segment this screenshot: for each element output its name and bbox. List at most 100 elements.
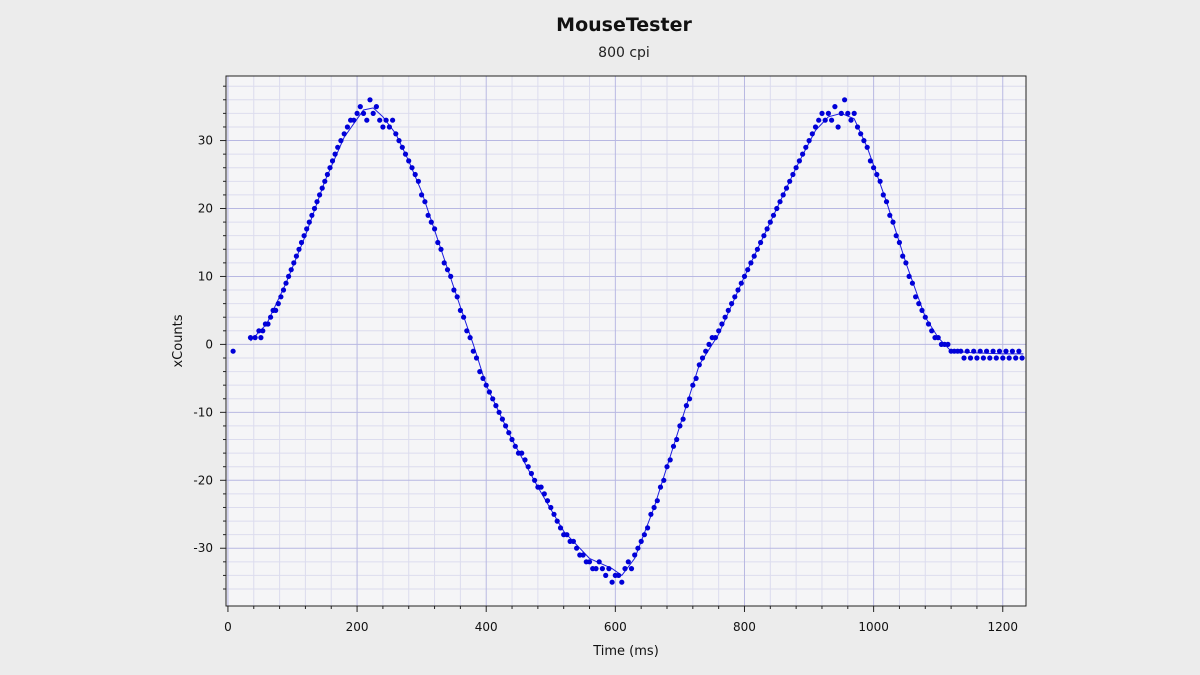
- data-point: [764, 226, 770, 232]
- data-point: [712, 335, 719, 341]
- data-point: [751, 253, 757, 259]
- data-point: [929, 328, 935, 334]
- data-point: [296, 246, 302, 252]
- data-point: [473, 355, 480, 361]
- data-point: [880, 192, 886, 198]
- data-point: [322, 178, 328, 184]
- data-point: [745, 267, 751, 273]
- data-point: [741, 273, 748, 279]
- data-point: [864, 144, 870, 150]
- data-point: [564, 532, 570, 538]
- data-point: [438, 246, 444, 252]
- data-point: [1006, 355, 1012, 361]
- plot-border: [225, 75, 1027, 607]
- data-point: [980, 355, 987, 361]
- data-point: [667, 457, 673, 463]
- data-point: [351, 117, 357, 123]
- data-point: [311, 205, 318, 212]
- data-point: [716, 328, 722, 334]
- data-point: [793, 165, 799, 171]
- data-point: [444, 267, 451, 273]
- data-point: [317, 192, 323, 198]
- data-point: [338, 138, 344, 144]
- data-point: [586, 559, 593, 565]
- data-point: [522, 457, 528, 463]
- data-point: [964, 348, 970, 354]
- data-point: [887, 212, 893, 218]
- data-point: [971, 348, 977, 354]
- data-point: [845, 110, 851, 116]
- data-point: [265, 321, 271, 327]
- data-point: [428, 219, 434, 225]
- tick-labels: 0 200 400 600 800 1000 1200 -30 -20 -10 0 10 20 30: [193, 134, 1018, 634]
- y-tick-label: 30: [198, 134, 213, 148]
- data-point: [719, 321, 725, 327]
- data-point: [457, 307, 463, 313]
- data-point: [754, 246, 761, 252]
- data-point: [657, 484, 664, 490]
- data-point: [883, 199, 890, 205]
- data-point: [283, 280, 289, 286]
- x-axis-label: Time (ms): [592, 644, 659, 659]
- data-point: [278, 294, 284, 300]
- data-point: [596, 559, 602, 565]
- data-point: [247, 335, 254, 341]
- data-point: [984, 348, 990, 354]
- data-point: [729, 301, 735, 307]
- data-point: [925, 321, 932, 327]
- data-point: [230, 348, 236, 354]
- data-point: [377, 117, 383, 123]
- data-point: [580, 552, 586, 558]
- data-point: [357, 104, 363, 110]
- chart-title: MouseTester: [556, 14, 692, 36]
- data-point: [454, 294, 460, 300]
- data-point: [383, 117, 389, 123]
- data-point: [625, 559, 631, 565]
- data-point: [275, 301, 281, 307]
- data-point: [506, 430, 512, 436]
- data-point: [780, 192, 786, 198]
- data-point: [461, 314, 467, 320]
- data-point: [664, 464, 670, 470]
- data-point: [958, 348, 964, 354]
- data-point: [293, 253, 299, 259]
- data-point: [288, 267, 294, 273]
- data-point: [1019, 355, 1025, 361]
- x-tick-label: 1200: [987, 620, 1018, 634]
- data-point: [544, 498, 551, 504]
- data-point: [319, 185, 325, 191]
- y-tick-label: 0: [205, 337, 213, 351]
- data-point: [867, 158, 874, 164]
- data-point: [809, 131, 815, 137]
- data-point: [1009, 348, 1016, 354]
- data-point: [309, 212, 315, 218]
- data-point: [532, 477, 538, 483]
- data-point: [893, 233, 899, 239]
- data-point: [619, 579, 625, 585]
- data-point: [609, 579, 615, 585]
- data-point: [402, 151, 409, 157]
- data-point: [796, 158, 803, 164]
- data-point: [825, 110, 832, 116]
- data-point: [327, 165, 333, 171]
- data-point: [503, 423, 509, 429]
- data-point: [360, 110, 367, 116]
- data-point: [722, 314, 728, 320]
- data-point: [291, 260, 297, 266]
- data-point: [286, 273, 292, 279]
- data-point: [496, 409, 502, 415]
- data-point: [680, 416, 686, 422]
- data-point: [770, 212, 777, 218]
- data-point: [480, 375, 486, 381]
- data-point: [329, 158, 336, 164]
- data-point: [632, 552, 638, 558]
- data-point: [890, 219, 896, 225]
- data-point: [690, 382, 696, 388]
- data-point: [364, 117, 370, 123]
- y-tick-label: 10: [198, 269, 213, 283]
- data-point: [628, 566, 635, 572]
- data-point: [435, 239, 441, 246]
- data-points: [230, 97, 1025, 585]
- data-point: [822, 117, 828, 123]
